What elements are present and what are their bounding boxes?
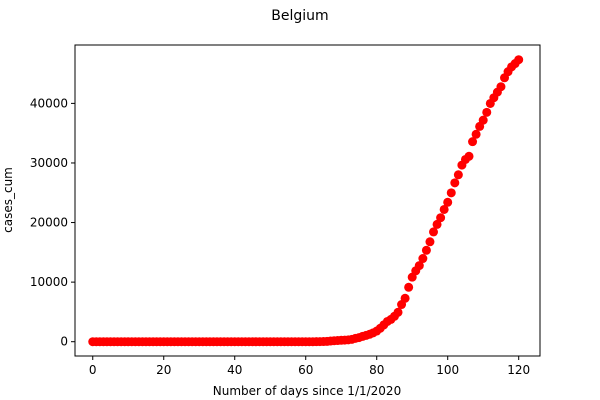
x-tick-label: 80: [369, 363, 384, 377]
data-point: [393, 307, 403, 317]
data-point: [450, 178, 460, 188]
data-point: [482, 107, 492, 117]
data-point: [496, 82, 506, 92]
data-point: [478, 115, 488, 125]
x-axis-label: Number of days since 1/1/2020: [213, 384, 401, 398]
data-point: [443, 197, 453, 207]
x-tick-label: 40: [227, 363, 242, 377]
data-point: [429, 227, 439, 237]
y-tick-label: 40000: [30, 96, 68, 110]
data-point: [432, 219, 442, 229]
data-point: [425, 237, 435, 247]
data-point: [468, 137, 478, 147]
x-tick-label: 0: [89, 363, 97, 377]
y-tick-label: 10000: [30, 275, 68, 289]
data-point: [464, 151, 474, 161]
plot-area: [88, 55, 524, 347]
data-point: [446, 188, 456, 198]
y-tick-label: 30000: [30, 156, 68, 170]
data-point: [404, 282, 414, 292]
chart-title: Belgium: [271, 8, 328, 24]
data-point: [414, 261, 424, 271]
axes-frame: [74, 44, 541, 357]
x-tick-label: 20: [156, 363, 171, 377]
data-point: [453, 170, 463, 180]
data-point: [471, 129, 481, 139]
y-tick-label: 0: [60, 335, 68, 349]
x-tick-label: 60: [298, 363, 313, 377]
data-point: [436, 213, 446, 223]
y-tick-label: 20000: [30, 216, 68, 230]
data-point: [514, 55, 524, 65]
x-axis: 0 20 40 60 80 100 120: [89, 356, 530, 377]
data-point: [439, 204, 449, 214]
data-point: [400, 293, 410, 303]
data-point: [421, 245, 431, 255]
x-tick-label: 120: [507, 363, 530, 377]
y-axis-label: cases_cum: [1, 167, 15, 233]
x-tick-label: 100: [436, 363, 459, 377]
y-axis: 0 10000 20000 30000 40000: [30, 96, 75, 349]
data-point: [418, 254, 428, 264]
